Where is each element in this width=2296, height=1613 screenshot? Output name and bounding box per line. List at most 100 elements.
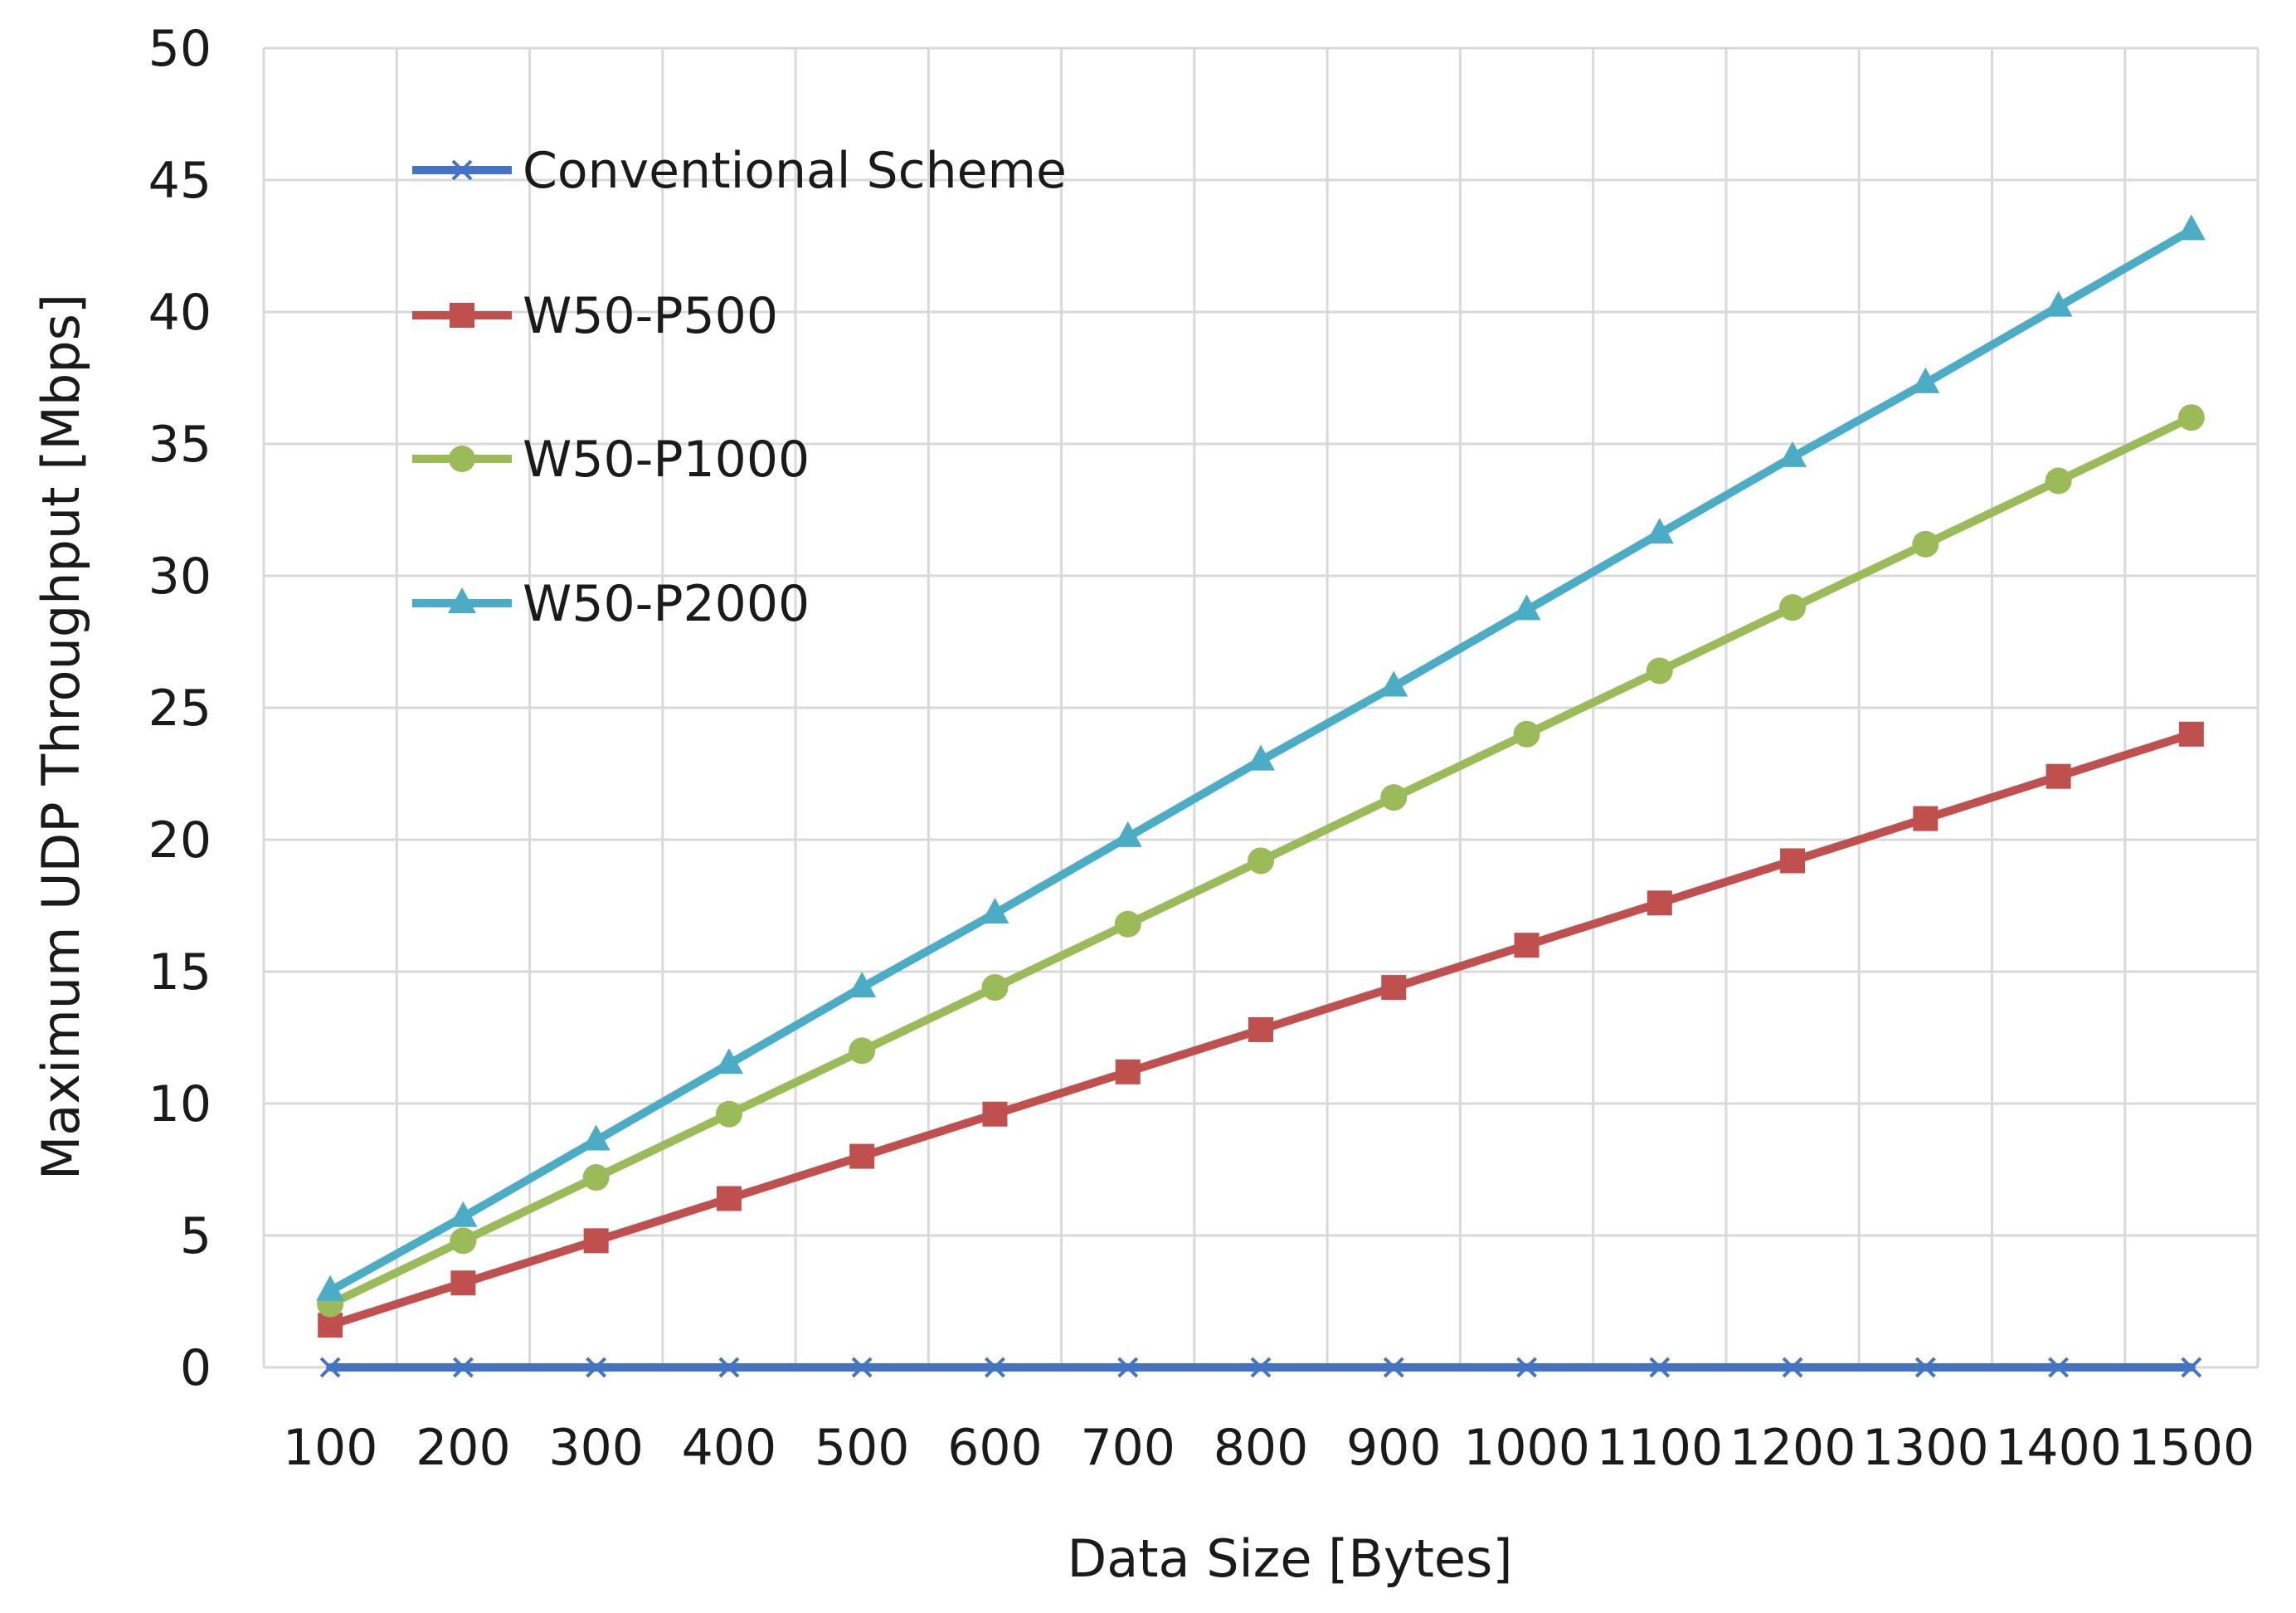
data-point xyxy=(1782,1357,1803,1378)
data-point xyxy=(714,1048,743,1075)
data-point xyxy=(1513,720,1540,748)
data-point xyxy=(1248,1016,1273,1042)
legend-marker xyxy=(449,446,475,472)
y-axis-title: Maximum UDP Throughput [Mbps] xyxy=(31,294,91,1180)
y-tick-label: 45 xyxy=(148,152,212,210)
x-tick-label: 900 xyxy=(1346,1419,1442,1477)
data-point xyxy=(1647,890,1672,916)
x-tick-label: 1100 xyxy=(1596,1419,1723,1477)
data-point xyxy=(2045,763,2071,789)
y-tick-label: 10 xyxy=(148,1075,212,1133)
data-point xyxy=(1649,1357,1671,1378)
y-tick-label: 30 xyxy=(148,548,212,606)
legend-item: W50-P1000 xyxy=(412,431,810,489)
x-tick-label: 400 xyxy=(682,1419,777,1477)
legend-marker xyxy=(448,587,476,613)
x-tick-label: 1000 xyxy=(1463,1419,1590,1477)
legend-item: W50-P500 xyxy=(412,287,778,345)
data-point xyxy=(1117,1357,1139,1378)
legend-label: W50-P1000 xyxy=(523,431,810,489)
data-point xyxy=(718,1357,740,1378)
data-point xyxy=(1645,518,1674,544)
y-tick-label: 5 xyxy=(180,1207,212,1265)
y-tick-label: 40 xyxy=(148,284,212,342)
data-point xyxy=(452,1357,474,1378)
data-point xyxy=(1383,1357,1404,1378)
x-tick-label: 1300 xyxy=(1862,1419,1989,1477)
series-w50-p2000 xyxy=(316,214,2206,1301)
data-point xyxy=(1913,806,1938,831)
data-point xyxy=(1381,975,1407,1001)
legend-label: W50-P2000 xyxy=(523,575,810,633)
data-point xyxy=(848,972,877,998)
series-conventional-scheme xyxy=(319,1357,2202,1378)
data-point xyxy=(450,1270,476,1296)
data-point xyxy=(985,1357,1005,1378)
data-point xyxy=(2177,404,2205,431)
data-point xyxy=(849,1143,875,1169)
legend-label: Conventional Scheme xyxy=(523,142,1067,200)
data-point xyxy=(1248,847,1274,875)
x-tick-label: 100 xyxy=(283,1419,378,1477)
x-tick-label: 300 xyxy=(548,1419,644,1477)
x-tick-label: 800 xyxy=(1214,1419,1309,1477)
data-point xyxy=(1380,784,1408,811)
data-point xyxy=(581,1124,610,1151)
data-point xyxy=(2178,721,2204,747)
y-tick-label: 35 xyxy=(148,416,212,474)
x-tick-label: 1500 xyxy=(2128,1419,2255,1477)
data-point xyxy=(583,1228,609,1254)
x-tick-label: 1200 xyxy=(1729,1419,1856,1477)
data-point xyxy=(1115,1059,1141,1084)
data-point xyxy=(1379,670,1408,697)
data-point xyxy=(1512,594,1541,621)
x-axis-title: Data Size [Bytes] xyxy=(1067,1528,1512,1589)
data-point xyxy=(2181,1357,2202,1378)
legend-marker xyxy=(451,159,473,181)
legend: Conventional Scheme W50-P500 W50-P1000 W50-… xyxy=(412,142,1067,633)
y-tick-label: 15 xyxy=(148,943,212,1001)
x-axis-ticks: 100 200 300 400 500 600 700 800 900 1000 1100 1200 1… xyxy=(283,1419,2255,1477)
series-w50-p1000 xyxy=(317,404,2205,1318)
grid xyxy=(262,46,2260,1369)
data-point xyxy=(1113,821,1142,847)
data-point xyxy=(1912,530,1939,558)
x-tick-label: 200 xyxy=(416,1419,511,1477)
legend-marker xyxy=(450,303,474,328)
data-point xyxy=(1247,744,1275,771)
y-axis-ticks: 0 5 10 15 20 25 30 35 40 45 50 xyxy=(148,20,212,1397)
data-point xyxy=(716,1186,742,1211)
data-point xyxy=(1646,657,1673,685)
x-tick-label: 500 xyxy=(815,1419,910,1477)
y-tick-label: 0 xyxy=(180,1339,212,1397)
data-point xyxy=(582,1164,610,1191)
data-point xyxy=(715,1100,742,1128)
data-point xyxy=(2044,290,2073,317)
data-point xyxy=(316,1274,345,1301)
data-point xyxy=(851,1357,873,1378)
data-point xyxy=(1778,441,1807,467)
y-tick-label: 50 xyxy=(148,20,212,78)
data-point xyxy=(1114,910,1141,938)
series-w50-p500 xyxy=(318,721,2204,1338)
data-point xyxy=(450,1227,477,1255)
data-point xyxy=(1780,848,1806,874)
data-point xyxy=(982,1101,1008,1127)
data-point xyxy=(1914,1357,1936,1378)
data-point xyxy=(2045,467,2072,495)
data-point xyxy=(1779,594,1807,621)
data-point xyxy=(1911,367,1940,393)
data-point xyxy=(1514,933,1540,958)
y-tick-label: 20 xyxy=(148,811,212,870)
legend-label: W50-P500 xyxy=(523,287,778,345)
data-point xyxy=(2177,214,2206,241)
x-tick-label: 600 xyxy=(947,1419,1043,1477)
data-point xyxy=(586,1357,607,1378)
x-tick-label: 700 xyxy=(1080,1419,1175,1477)
data-point xyxy=(449,1201,478,1227)
data-point xyxy=(319,1357,341,1378)
legend-item: Conventional Scheme xyxy=(412,142,1067,200)
data-point xyxy=(1516,1357,1537,1378)
data-point xyxy=(2048,1357,2070,1378)
